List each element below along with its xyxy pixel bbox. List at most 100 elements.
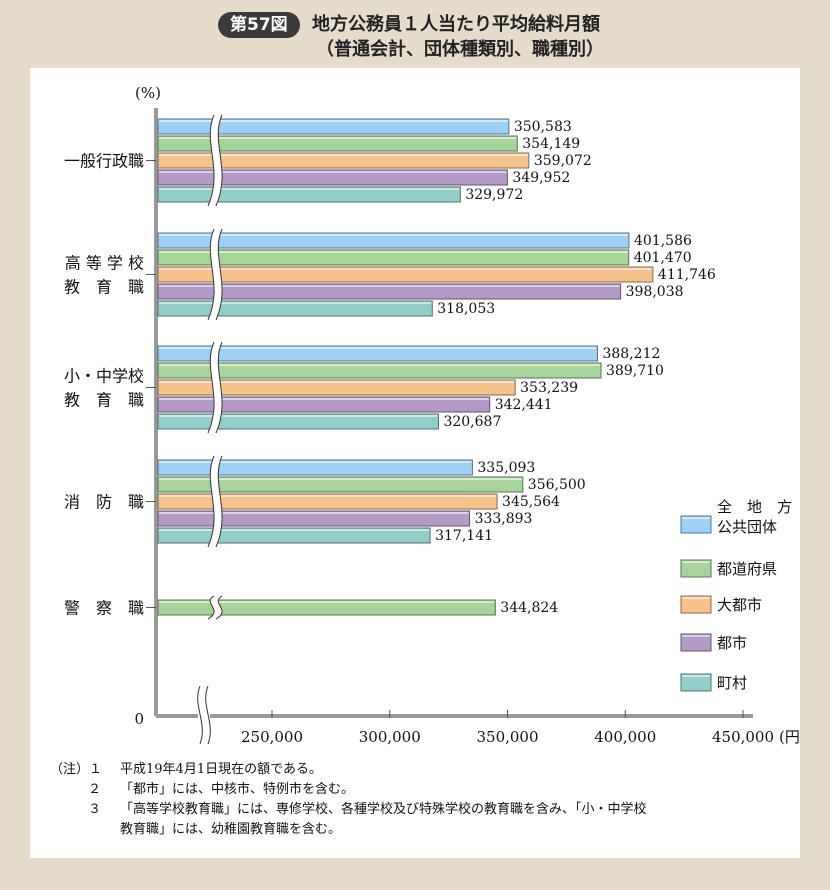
axis-break-mark bbox=[207, 228, 215, 321]
legend-label: 全 地 方 bbox=[717, 498, 792, 516]
category-label: 小・中学校 bbox=[64, 367, 144, 386]
data-label: 398,038 bbox=[626, 284, 684, 300]
data-label: 349,952 bbox=[512, 170, 570, 186]
axis-break-mark bbox=[207, 341, 215, 434]
bar-town bbox=[157, 413, 439, 430]
data-label: 318,053 bbox=[437, 301, 495, 317]
bar-pref bbox=[157, 476, 524, 493]
bar-big bbox=[157, 379, 516, 396]
bar-pref bbox=[157, 135, 518, 152]
axis-break-mark bbox=[215, 228, 223, 321]
footnote-text: 「都市」には、中核市、特例市を含む。 bbox=[120, 782, 355, 797]
data-label: 350,583 bbox=[514, 119, 572, 135]
legend-label: 大都市 bbox=[717, 596, 762, 614]
data-label: 401,470 bbox=[634, 250, 692, 266]
data-label: 335,093 bbox=[477, 460, 535, 476]
bar-city bbox=[157, 283, 622, 300]
bar-big bbox=[157, 152, 530, 169]
footnote-prefix: （注）１ bbox=[50, 762, 103, 777]
axis-break-mark bbox=[207, 114, 215, 207]
legend-swatch-pref bbox=[680, 559, 712, 578]
legend-label: 町村 bbox=[717, 674, 747, 692]
bar-town bbox=[157, 186, 461, 203]
axis-break-mark bbox=[215, 455, 223, 548]
bar-all bbox=[157, 232, 630, 249]
bar-town bbox=[157, 300, 433, 317]
footnote-3-continued: 教育職」には、幼稚園教育職を含む。 bbox=[120, 820, 341, 839]
category-label: 教 育 職 bbox=[64, 391, 144, 410]
legend-swatch-town bbox=[680, 673, 712, 692]
bar-big bbox=[157, 266, 654, 283]
data-label: 354,149 bbox=[522, 136, 580, 152]
data-label: 345,564 bbox=[502, 494, 560, 510]
data-label: 389,710 bbox=[606, 363, 664, 379]
figure-number-badge: 第57図 bbox=[218, 12, 300, 38]
bar-big bbox=[157, 493, 498, 510]
legend-label: 都道府県 bbox=[717, 560, 777, 578]
footnote-text: 教育職」には、幼稚園教育職を含む。 bbox=[120, 822, 342, 837]
data-label: 353,239 bbox=[520, 380, 578, 396]
category-label: 教 育 職 bbox=[64, 278, 144, 297]
legend-label: 都市 bbox=[717, 634, 747, 652]
data-label: 342,441 bbox=[495, 397, 553, 413]
axis-break-gap bbox=[208, 596, 223, 619]
axis-break-mark bbox=[207, 595, 215, 620]
chart-panel: (%) 0 一般行政職 350,583 354,149 359,072 349,952 329… bbox=[30, 68, 800, 858]
x-axis-break-mark bbox=[205, 685, 211, 745]
footnote-1: （注）１ 平成19年4月1日現在の額である。 bbox=[50, 760, 322, 779]
x-tick-label: 300,000 bbox=[359, 728, 421, 746]
bar-all bbox=[157, 118, 510, 135]
data-label: 356,500 bbox=[528, 477, 586, 493]
footnote-text: 平成19年4月1日現在の額である。 bbox=[120, 762, 322, 777]
x-axis-unit: (円) bbox=[779, 728, 800, 746]
x-tick-label: 400,000 bbox=[594, 728, 656, 746]
axis-break-gap bbox=[208, 456, 223, 547]
footnote-2: ２ 「都市」には、中核市、特例市を含む。 bbox=[88, 780, 354, 799]
category-label: 高 等 学 校 bbox=[65, 254, 144, 273]
axis-break-gap bbox=[208, 229, 223, 320]
data-label: 320,687 bbox=[443, 414, 501, 430]
data-label: 317,141 bbox=[435, 528, 493, 544]
category-label: 消 防 職 bbox=[64, 493, 144, 512]
axis-break-mark bbox=[215, 341, 223, 434]
bar-pref bbox=[157, 362, 602, 379]
bar-city bbox=[157, 396, 491, 413]
footnote-prefix: ３ bbox=[88, 802, 102, 817]
bar-all bbox=[157, 345, 598, 362]
category-label: 警 察 職 bbox=[64, 599, 144, 618]
axis-zero-label: 0 bbox=[134, 710, 144, 728]
x-tick-label: 350,000 bbox=[476, 728, 538, 746]
bar-chart: (%) 0 一般行政職 350,583354,149359,072349,952329… bbox=[64, 84, 800, 746]
footnote-text: 「高等学校教育職」には、専修学校、各種学校及び特殊学校の教育職を含み、「小・中学… bbox=[120, 802, 647, 817]
footnote-3: ３ 「高等学校教育職」には、専修学校、各種学校及び特殊学校の教育職を含み、「小・… bbox=[88, 800, 647, 819]
x-axis-break-mark bbox=[197, 685, 203, 745]
footnote-prefix: ２ bbox=[88, 782, 102, 797]
bar-all bbox=[157, 459, 473, 476]
bar-town bbox=[157, 527, 431, 544]
legend-swatch-big bbox=[680, 595, 712, 614]
figure-header: 第57図 地方公務員１人当たり平均給料月額 （普通会計、団体種類別、職種別） bbox=[0, 10, 830, 68]
legend-swatch-city bbox=[680, 633, 712, 652]
x-axis-break-gap bbox=[198, 696, 210, 736]
data-label: 401,586 bbox=[634, 233, 692, 249]
axis-break-mark bbox=[215, 114, 223, 207]
data-label: 344,824 bbox=[500, 600, 558, 616]
axis-break-mark bbox=[207, 455, 215, 548]
data-label: 388,212 bbox=[602, 346, 660, 362]
axis-break-gap bbox=[208, 115, 223, 206]
axis-break-mark bbox=[215, 595, 223, 620]
x-tick-label: 250,000 bbox=[241, 728, 303, 746]
x-tick-label: 450,000 bbox=[712, 728, 774, 746]
data-label: 359,072 bbox=[534, 153, 592, 169]
chart-title: 地方公務員１人当たり平均給料月額 bbox=[312, 14, 600, 35]
bar-pref bbox=[157, 249, 630, 266]
category-label: 一般行政職 bbox=[64, 152, 144, 171]
bar-city bbox=[157, 510, 471, 527]
axis-break-gap bbox=[208, 342, 223, 433]
legend-label: 公共団体 bbox=[717, 518, 777, 536]
bar-city bbox=[157, 169, 508, 186]
bar-pref bbox=[157, 599, 496, 616]
data-label: 411,746 bbox=[658, 267, 716, 283]
legend-swatch-all bbox=[680, 515, 712, 534]
chart-subtitle: （普通会計、団体種類別、職種別） bbox=[316, 39, 604, 60]
